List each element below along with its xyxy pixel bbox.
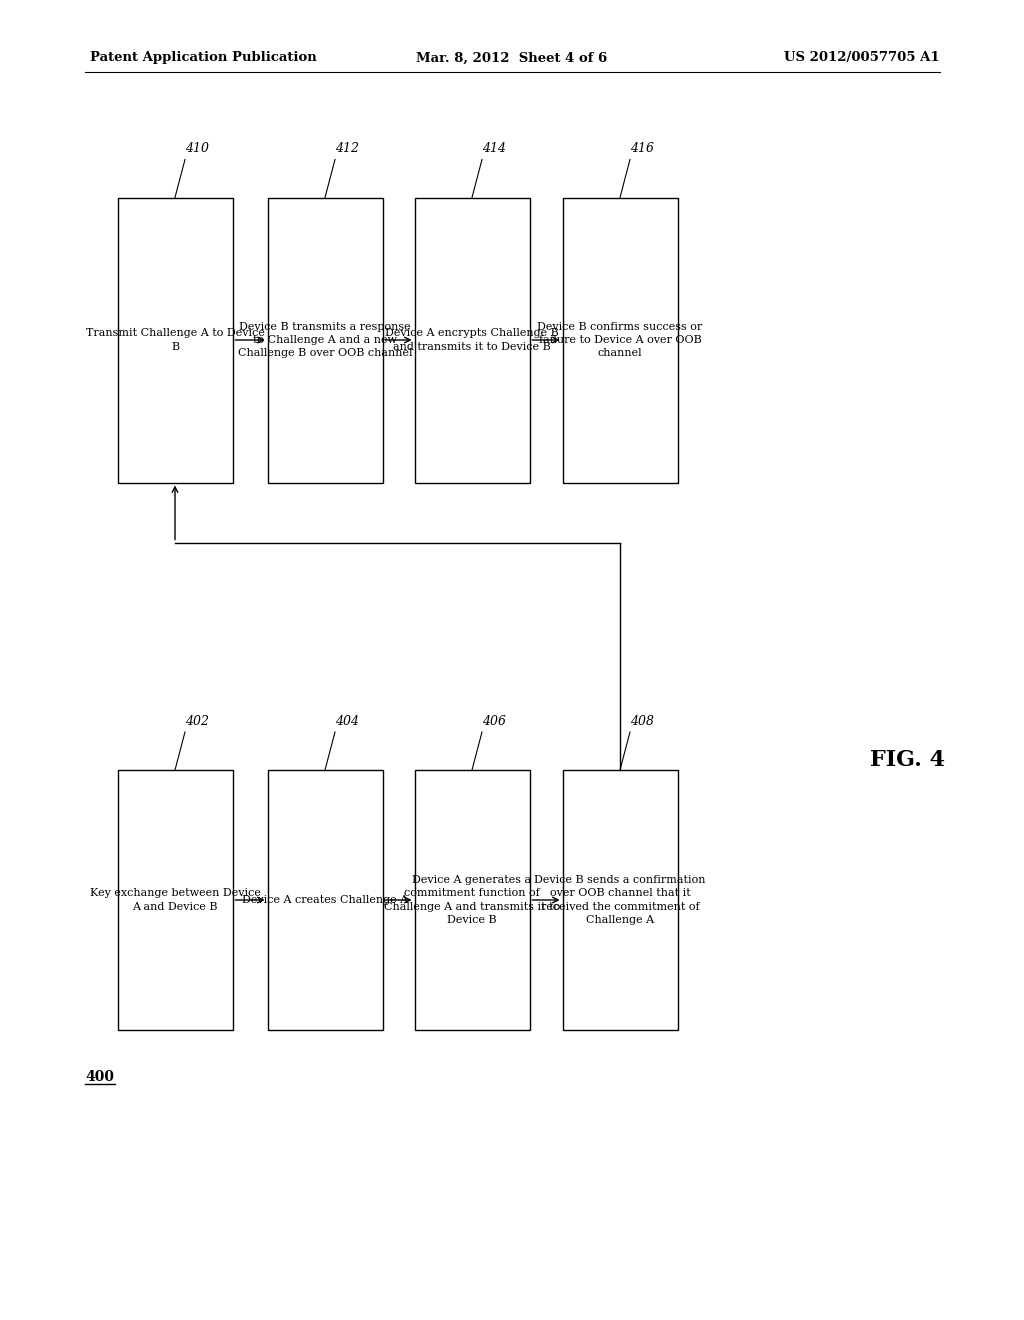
Text: 402: 402 <box>185 715 209 729</box>
Text: 400: 400 <box>85 1071 114 1084</box>
Text: Device B transmits a response
to Challenge A and a new
Challenge B over OOB chan: Device B transmits a response to Challen… <box>238 322 413 358</box>
Text: Device B sends a confirmation
over OOB channel that it
received the commitment o: Device B sends a confirmation over OOB c… <box>535 875 706 925</box>
Bar <box>118 198 232 483</box>
Text: Transmit Challenge A to Device
B: Transmit Challenge A to Device B <box>86 329 264 351</box>
Text: US 2012/0057705 A1: US 2012/0057705 A1 <box>784 51 940 65</box>
Bar <box>267 770 383 1030</box>
Text: 416: 416 <box>630 143 654 156</box>
Text: 414: 414 <box>482 143 506 156</box>
Text: FIG. 4: FIG. 4 <box>870 748 945 771</box>
Text: 404: 404 <box>335 715 359 729</box>
Bar <box>118 770 232 1030</box>
Bar <box>267 198 383 483</box>
Text: 410: 410 <box>185 143 209 156</box>
Bar <box>562 770 678 1030</box>
Text: Device B confirms success or
failure to Device A over OOB
channel: Device B confirms success or failure to … <box>538 322 702 358</box>
Text: 406: 406 <box>482 715 506 729</box>
Text: Device A generates a
commitment function of
Challenge A and transmits it to
Devi: Device A generates a commitment function… <box>384 875 560 925</box>
Text: Device A creates Challenge A: Device A creates Challenge A <box>242 895 408 906</box>
Text: Patent Application Publication: Patent Application Publication <box>90 51 316 65</box>
Text: 412: 412 <box>335 143 359 156</box>
Text: Device A encrypts Challenge B
and transmits it to Device B: Device A encrypts Challenge B and transm… <box>385 329 559 351</box>
Text: 408: 408 <box>630 715 654 729</box>
Text: Mar. 8, 2012  Sheet 4 of 6: Mar. 8, 2012 Sheet 4 of 6 <box>417 51 607 65</box>
Bar <box>415 770 529 1030</box>
Bar <box>415 198 529 483</box>
Bar <box>562 198 678 483</box>
Text: Key exchange between Device
A and Device B: Key exchange between Device A and Device… <box>89 888 260 912</box>
